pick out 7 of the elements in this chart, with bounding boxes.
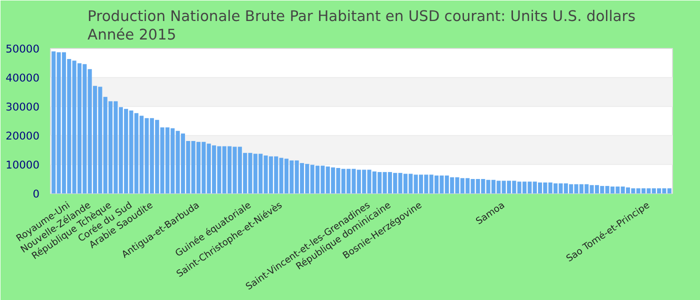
y-tick-label: 20000 — [6, 130, 40, 142]
y-tick-label: 0 — [32, 188, 40, 200]
y-tick-label: 30000 — [6, 100, 40, 114]
y-tick-label: 40000 — [6, 72, 40, 84]
chart-title: Production Nationale Brute Par Habitant en USD courant: Units U.S. dollars Année 2015 — [88, 8, 636, 44]
y-tick-label: 10000 — [6, 158, 40, 172]
y-tick-label: 50000 — [6, 42, 40, 56]
